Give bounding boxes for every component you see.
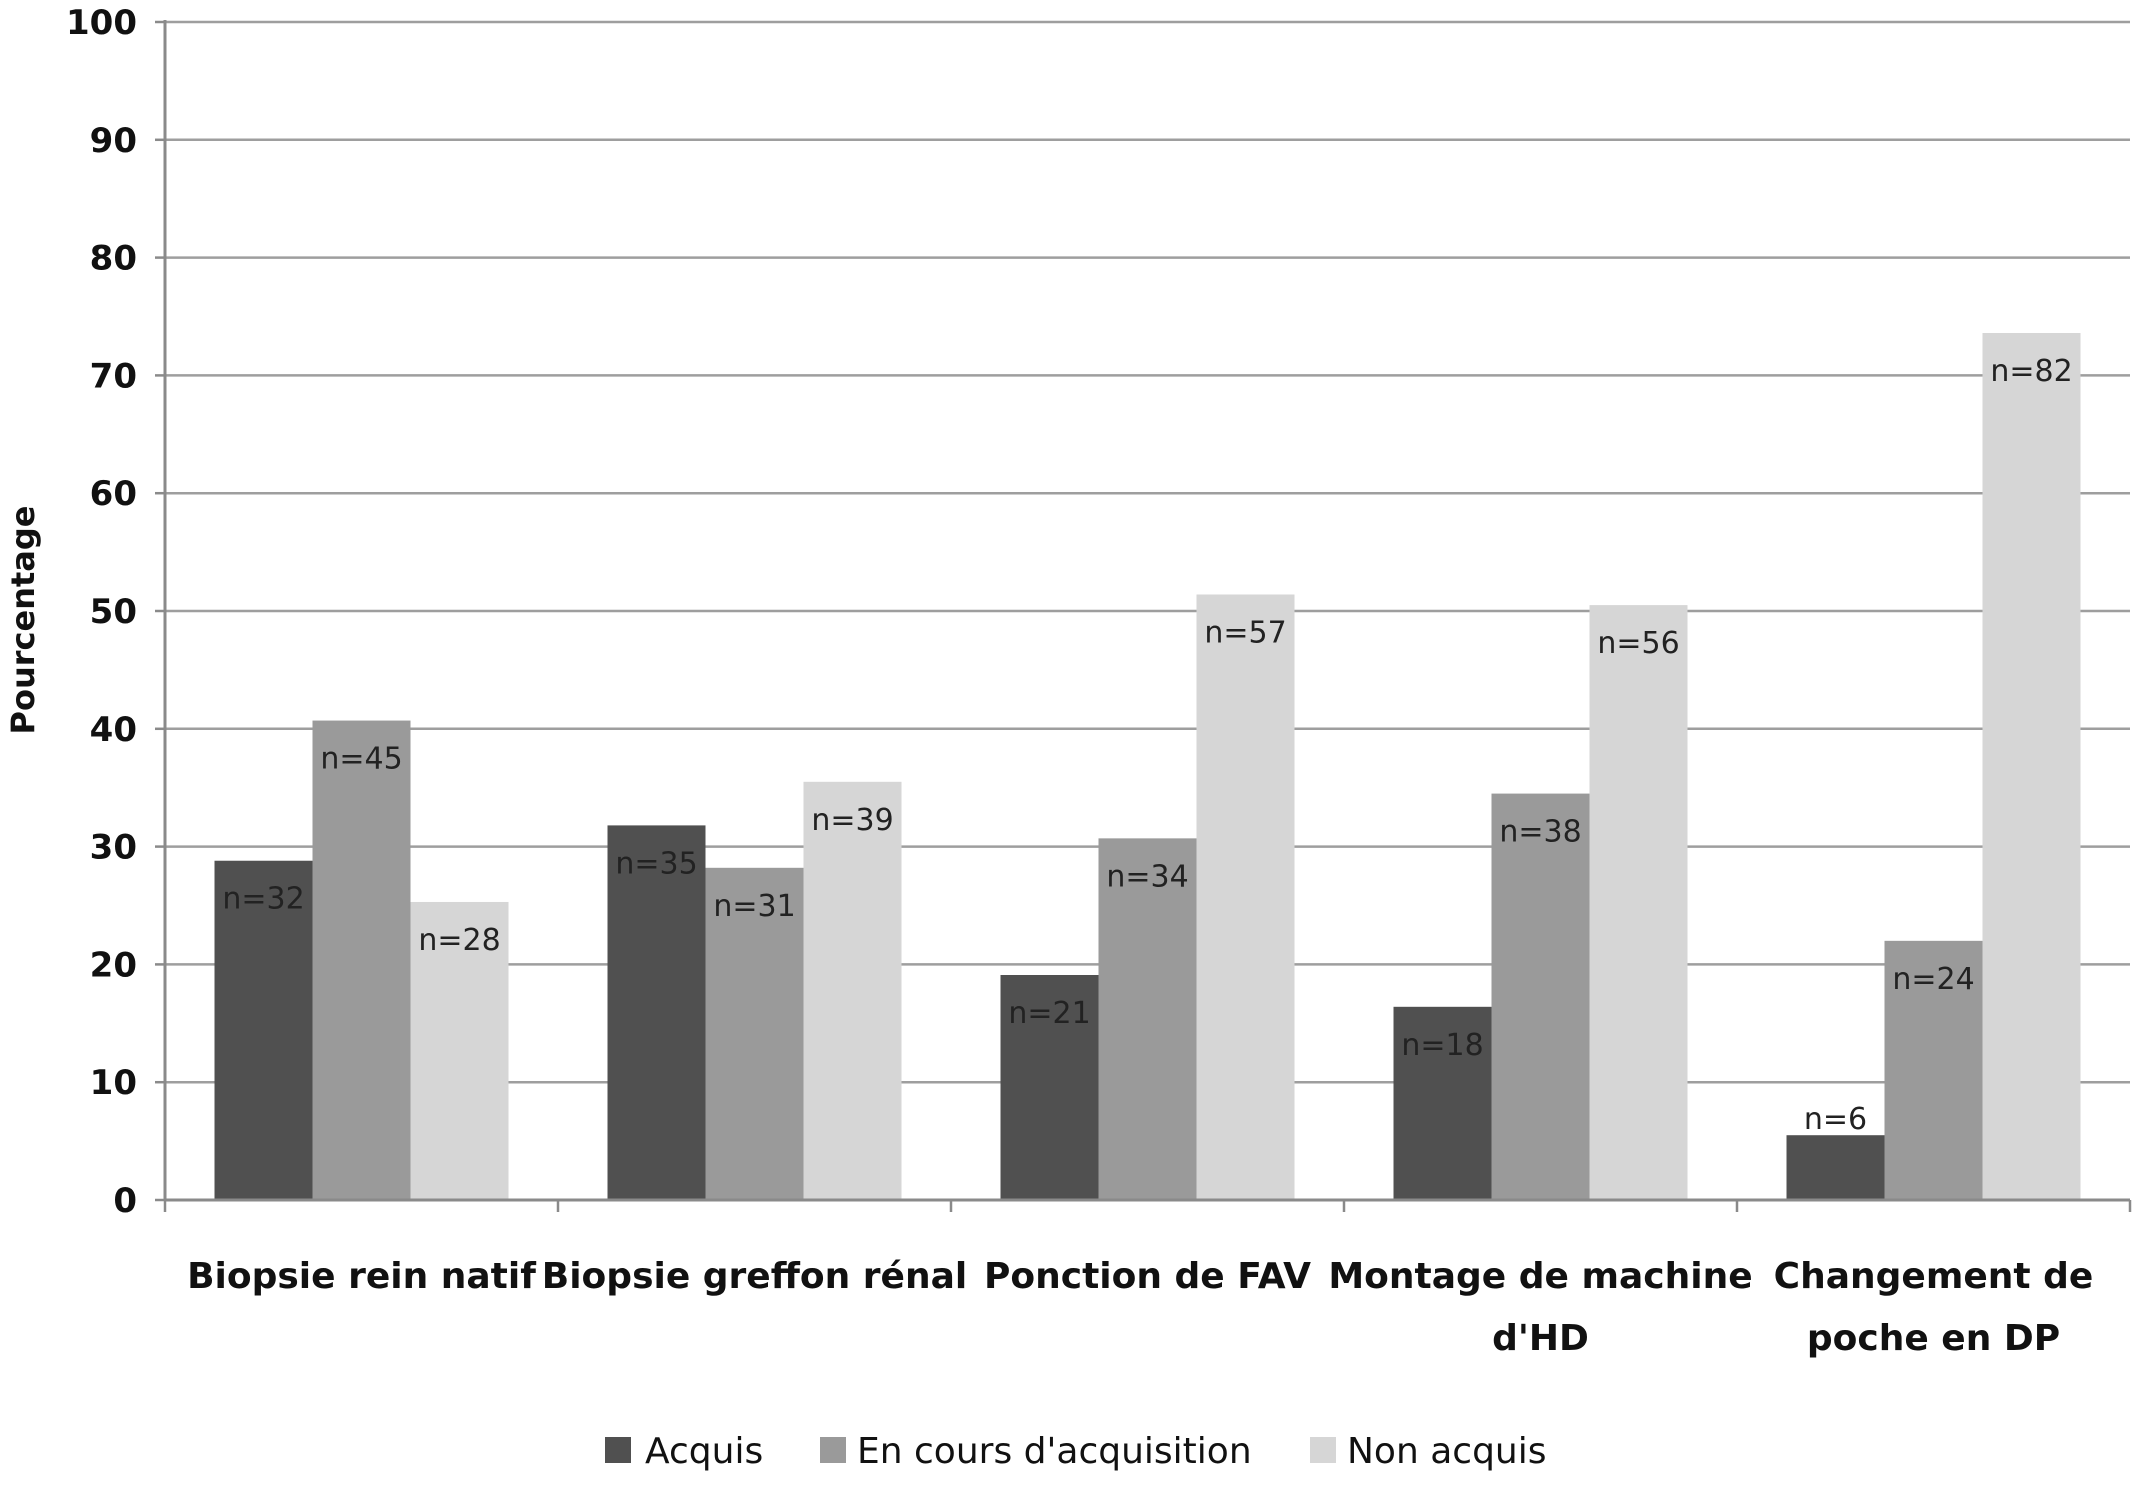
legend-label: Acquis bbox=[645, 1431, 763, 1472]
y-tick-label: 40 bbox=[90, 710, 137, 750]
bar bbox=[410, 901, 509, 1200]
y-tick-label: 10 bbox=[90, 1063, 137, 1103]
legend-swatch bbox=[1310, 1437, 1336, 1463]
x-category-label: d'HD bbox=[1492, 1318, 1589, 1359]
bar bbox=[214, 860, 313, 1200]
bar bbox=[803, 781, 902, 1200]
y-tick-label: 20 bbox=[90, 945, 137, 985]
x-category-label: Changement de bbox=[1774, 1256, 2094, 1297]
y-axis-title: Pourcentage bbox=[4, 506, 42, 735]
bar bbox=[1786, 1135, 1885, 1200]
y-tick-label: 50 bbox=[90, 592, 137, 632]
bar bbox=[705, 867, 804, 1200]
bar-labels: n=32 n=45 n=28 n=35 n=31 n=39 n=21 n=34 n=57 n=18… bbox=[222, 354, 2072, 1137]
bar bbox=[1491, 793, 1590, 1200]
bar-data-label: n=32 bbox=[222, 882, 304, 917]
bar-data-label: n=56 bbox=[1597, 626, 1679, 661]
bar-data-label: n=38 bbox=[1499, 815, 1581, 850]
bars bbox=[214, 332, 2081, 1200]
bar-data-label: n=34 bbox=[1106, 859, 1188, 894]
bar bbox=[1196, 594, 1295, 1200]
legend-label: En cours d'acquisition bbox=[857, 1431, 1252, 1472]
bar bbox=[1589, 605, 1688, 1200]
y-tick-label: 60 bbox=[90, 474, 137, 514]
bar-data-label: n=39 bbox=[811, 803, 893, 838]
y-tick-label: 30 bbox=[90, 828, 137, 868]
x-category-label: Biopsie rein natif bbox=[187, 1256, 536, 1297]
legend: Acquis En cours d'acquisition Non acquis bbox=[605, 1431, 1547, 1472]
bar bbox=[1393, 1006, 1492, 1200]
bar-data-label: n=31 bbox=[713, 889, 795, 924]
bar-data-label: n=18 bbox=[1401, 1028, 1483, 1063]
bar-data-label: n=24 bbox=[1892, 962, 1974, 997]
y-tick-label: 80 bbox=[90, 239, 137, 279]
bar-data-label: n=6 bbox=[1804, 1102, 1867, 1137]
legend-label: Non acquis bbox=[1347, 1431, 1547, 1472]
axes: 0 10 20 30 40 50 60 70 80 90 100 Biopsie rein natif… bbox=[66, 3, 2132, 1359]
bar bbox=[607, 825, 706, 1200]
bar-data-label: n=21 bbox=[1008, 996, 1090, 1031]
bar bbox=[1982, 332, 2081, 1200]
y-tick-label: 100 bbox=[66, 3, 137, 43]
bar bbox=[312, 720, 411, 1200]
y-tick-label: 0 bbox=[113, 1181, 137, 1221]
bar-data-label: n=82 bbox=[1990, 354, 2072, 389]
bar bbox=[1000, 975, 1099, 1200]
bar bbox=[1884, 940, 1983, 1200]
bar-data-label: n=57 bbox=[1204, 616, 1286, 651]
y-tick-label: 70 bbox=[90, 356, 137, 396]
bar bbox=[1098, 838, 1197, 1200]
bar-data-label: n=45 bbox=[320, 742, 402, 777]
x-category-label: Biopsie greffon rénal bbox=[542, 1256, 967, 1297]
bar-data-label: n=35 bbox=[615, 846, 697, 881]
legend-swatch bbox=[820, 1437, 846, 1463]
y-tick-label: 90 bbox=[90, 121, 137, 161]
x-category-label: Ponction de FAV bbox=[984, 1256, 1311, 1297]
legend-swatch bbox=[605, 1437, 631, 1463]
x-category-label: Montage de machine bbox=[1328, 1256, 1752, 1297]
bar-data-label: n=28 bbox=[418, 923, 500, 958]
x-category-label: poche en DP bbox=[1807, 1318, 2060, 1359]
